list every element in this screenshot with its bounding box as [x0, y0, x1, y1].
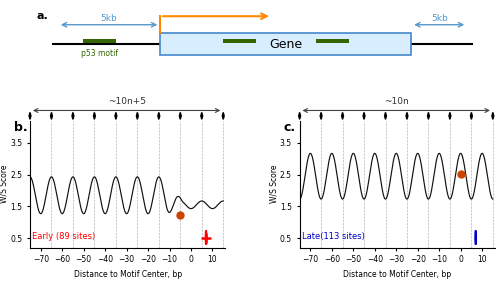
Bar — [316, 39, 348, 43]
Polygon shape — [180, 112, 181, 119]
Polygon shape — [136, 112, 138, 119]
Polygon shape — [449, 112, 451, 119]
Polygon shape — [363, 112, 365, 119]
Bar — [160, 33, 411, 55]
Text: p53 motif: p53 motif — [81, 49, 118, 58]
Polygon shape — [342, 112, 344, 119]
Text: 5kb: 5kb — [431, 14, 448, 23]
Polygon shape — [406, 112, 408, 119]
Bar — [223, 39, 256, 43]
Polygon shape — [492, 112, 494, 119]
Polygon shape — [29, 112, 31, 119]
Y-axis label: W/S Score: W/S Score — [0, 165, 9, 203]
Polygon shape — [158, 112, 160, 119]
Y-axis label: W/S Score: W/S Score — [270, 165, 278, 203]
Text: 5kb: 5kb — [100, 14, 117, 23]
Polygon shape — [201, 112, 202, 119]
Polygon shape — [115, 112, 117, 119]
Polygon shape — [320, 112, 322, 119]
Polygon shape — [94, 112, 96, 119]
Text: ~10n+5: ~10n+5 — [108, 97, 146, 106]
Polygon shape — [72, 112, 74, 119]
Polygon shape — [222, 112, 224, 119]
X-axis label: Distance to Motif Center, bp: Distance to Motif Center, bp — [343, 270, 452, 279]
Polygon shape — [384, 112, 386, 119]
Text: Early (89 sites): Early (89 sites) — [32, 232, 96, 241]
Text: b.: b. — [14, 121, 28, 134]
Text: a.: a. — [37, 12, 48, 22]
X-axis label: Distance to Motif Center, bp: Distance to Motif Center, bp — [74, 270, 182, 279]
Bar — [84, 39, 116, 43]
Text: Gene: Gene — [269, 38, 302, 51]
Polygon shape — [50, 112, 52, 119]
Polygon shape — [298, 112, 300, 119]
Polygon shape — [428, 112, 430, 119]
Text: Late(113 sites): Late(113 sites) — [302, 232, 364, 241]
Polygon shape — [470, 112, 472, 119]
Text: c.: c. — [284, 121, 296, 134]
Text: ~10n: ~10n — [384, 97, 408, 106]
